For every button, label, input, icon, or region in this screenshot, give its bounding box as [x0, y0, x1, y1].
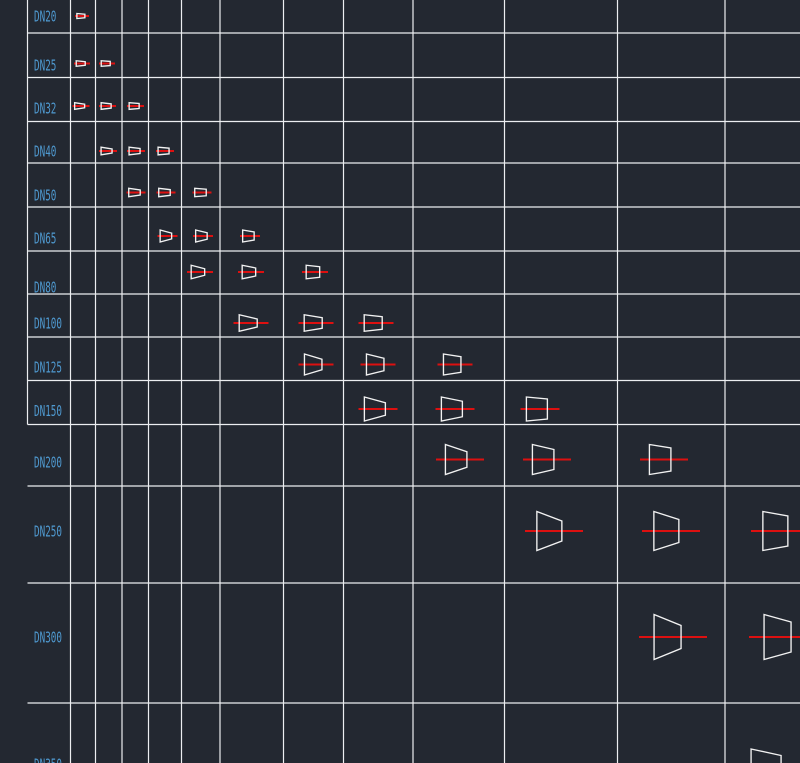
- reducer-symbol: [73, 101, 86, 111]
- reducer-symbol: [238, 313, 258, 333]
- reducer-symbol: [531, 443, 555, 476]
- reducer-symbol: [128, 187, 141, 198]
- reducer-symbol: [363, 313, 383, 333]
- row-label: DN150: [34, 401, 62, 419]
- reducer-symbol: [241, 229, 255, 243]
- reducer-symbol: [648, 443, 672, 476]
- reducer-symbol: [303, 313, 323, 333]
- reducer-symbol: [194, 187, 207, 198]
- reducer-symbol: [75, 59, 86, 68]
- row-label: DN350: [34, 755, 62, 763]
- reducer-symbol: [241, 264, 257, 280]
- reducer-symbol: [653, 613, 682, 661]
- row-label: DN32: [34, 99, 56, 117]
- reducer-symbol: [440, 396, 464, 422]
- reducer-symbol: [305, 264, 321, 280]
- reducer-symbol: [157, 146, 170, 156]
- reducer-symbol: [762, 510, 789, 552]
- reducer-symbol: [100, 146, 113, 156]
- row-label: DN250: [34, 522, 62, 540]
- row-label: DN100: [34, 314, 62, 332]
- reducer-symbol: [750, 748, 782, 763]
- row-label: DN300: [34, 628, 62, 646]
- row-label: DN25: [34, 56, 56, 74]
- reducer-symbol: [536, 510, 563, 552]
- reducer-symbol: [303, 353, 323, 376]
- reducer-symbol: [100, 60, 111, 67]
- row-label: DN125: [34, 358, 62, 376]
- row-label: DN50: [34, 186, 56, 204]
- reducer-symbol: [194, 229, 208, 243]
- reducer-symbol: [653, 510, 680, 552]
- reducer-symbol: [190, 264, 206, 280]
- row-label: DN40: [34, 142, 56, 160]
- reducer-symbol: [100, 101, 112, 111]
- reducer-symbol: [76, 12, 86, 20]
- reducer-symbol: [363, 396, 387, 422]
- row-label: DN20: [34, 7, 56, 25]
- row-label: DN200: [34, 453, 62, 471]
- reducer-symbol: [525, 396, 549, 422]
- reducer-symbol: [442, 353, 462, 376]
- reducer-symbol: [365, 353, 385, 376]
- reducer-symbol: [158, 187, 171, 198]
- row-label: DN80: [34, 278, 56, 296]
- row-label: DN65: [34, 229, 56, 247]
- reducer-symbol: [128, 146, 141, 156]
- reducer-symbol: [159, 229, 173, 243]
- reducer-symbol: [444, 443, 468, 476]
- reducer-symbol: [763, 613, 792, 661]
- reducer-symbol: [128, 101, 140, 111]
